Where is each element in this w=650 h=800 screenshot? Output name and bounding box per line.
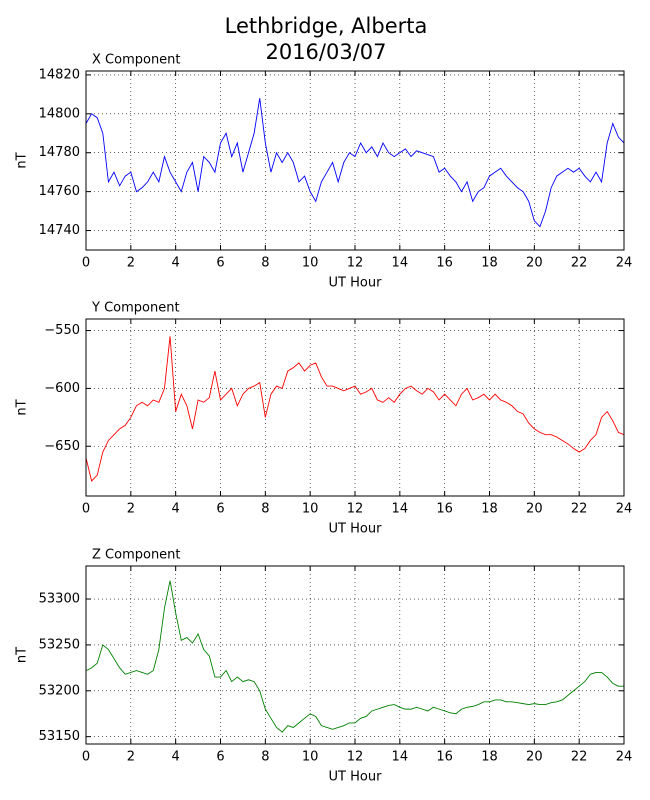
data-line [85, 580, 624, 733]
x-tick-label: 10 [302, 750, 319, 765]
y-tick-label: 14820 [39, 67, 80, 82]
x-tick-label: 10 [302, 502, 319, 517]
x-tick-label: 12 [347, 502, 364, 517]
x-tick-label: 20 [526, 750, 543, 765]
x-tick-label: 24 [616, 750, 633, 765]
x-tick-label: 8 [261, 502, 269, 517]
x-tick-label: 10 [302, 256, 319, 271]
x-tick-label: 2 [127, 750, 135, 765]
axes-frame [85, 565, 625, 745]
subplot-title: X Component [92, 53, 181, 68]
x-tick-label: 12 [347, 750, 364, 765]
x-tick-label: 18 [481, 502, 498, 517]
y-axis-label: nT [15, 399, 30, 415]
axes-frame [85, 318, 625, 497]
x-axis-label: UT Hour [329, 276, 383, 291]
figure-subtitle: 2016/03/07 [265, 40, 386, 64]
x-tick-label: 14 [392, 256, 409, 271]
y-tick-label: −550 [44, 323, 80, 338]
x-tick-label: 12 [347, 256, 364, 271]
x-tick-label: 0 [82, 502, 90, 517]
x-tick-label: 18 [481, 750, 498, 765]
x-tick-label: 4 [172, 750, 180, 765]
x-tick-label: 16 [436, 256, 453, 271]
data-line [85, 98, 625, 228]
x-tick-label: 4 [172, 256, 180, 271]
x-tick-label: 2 [127, 256, 135, 271]
x-tick-label: 6 [216, 256, 224, 271]
x-tick-label: 8 [261, 256, 269, 271]
x-tick-label: 22 [571, 256, 588, 271]
data-line [85, 336, 625, 482]
y-axis-label: nT [15, 647, 30, 663]
x-tick-label: 20 [526, 502, 543, 517]
x-tick-label: 14 [392, 502, 409, 517]
y-axis-label: nT [15, 152, 30, 168]
figure-title: Lethbridge, Alberta [225, 14, 428, 38]
x-tick-label: 24 [616, 256, 633, 271]
x-tick-label: 20 [526, 256, 543, 271]
y-tick-label: 14780 [39, 145, 80, 160]
x-tick-label: 16 [436, 502, 453, 517]
x-tick-label: 0 [82, 256, 90, 271]
x-tick-label: 8 [261, 750, 269, 765]
x-tick-label: 24 [616, 502, 633, 517]
subplot-title: Y Component [91, 301, 180, 316]
x-tick-label: 22 [571, 502, 588, 517]
y-tick-label: 14760 [39, 184, 80, 199]
y-tick-label: −650 [44, 439, 80, 454]
x-axis-label: UT Hour [329, 522, 383, 537]
x-tick-label: 22 [571, 750, 588, 765]
x-tick-label: 16 [436, 750, 453, 765]
y-tick-label: 14800 [39, 106, 80, 121]
y-tick-label: 53250 [39, 637, 80, 652]
x-tick-label: 6 [216, 502, 224, 517]
x-tick-label: 2 [127, 502, 135, 517]
x-tick-label: 18 [481, 256, 498, 271]
y-tick-label: 53300 [39, 592, 80, 607]
subplot-title: Z Component [92, 548, 181, 563]
y-tick-label: 53200 [39, 683, 80, 698]
y-tick-label: 53150 [39, 729, 80, 744]
x-tick-label: 6 [216, 750, 224, 765]
x-tick-label: 4 [172, 502, 180, 517]
y-tick-label: 14740 [39, 223, 80, 238]
x-tick-label: 14 [392, 750, 409, 765]
x-tick-label: 0 [82, 750, 90, 765]
axes-frame [85, 70, 625, 251]
x-axis-label: UT Hour [329, 770, 383, 785]
y-tick-label: −600 [44, 381, 80, 396]
